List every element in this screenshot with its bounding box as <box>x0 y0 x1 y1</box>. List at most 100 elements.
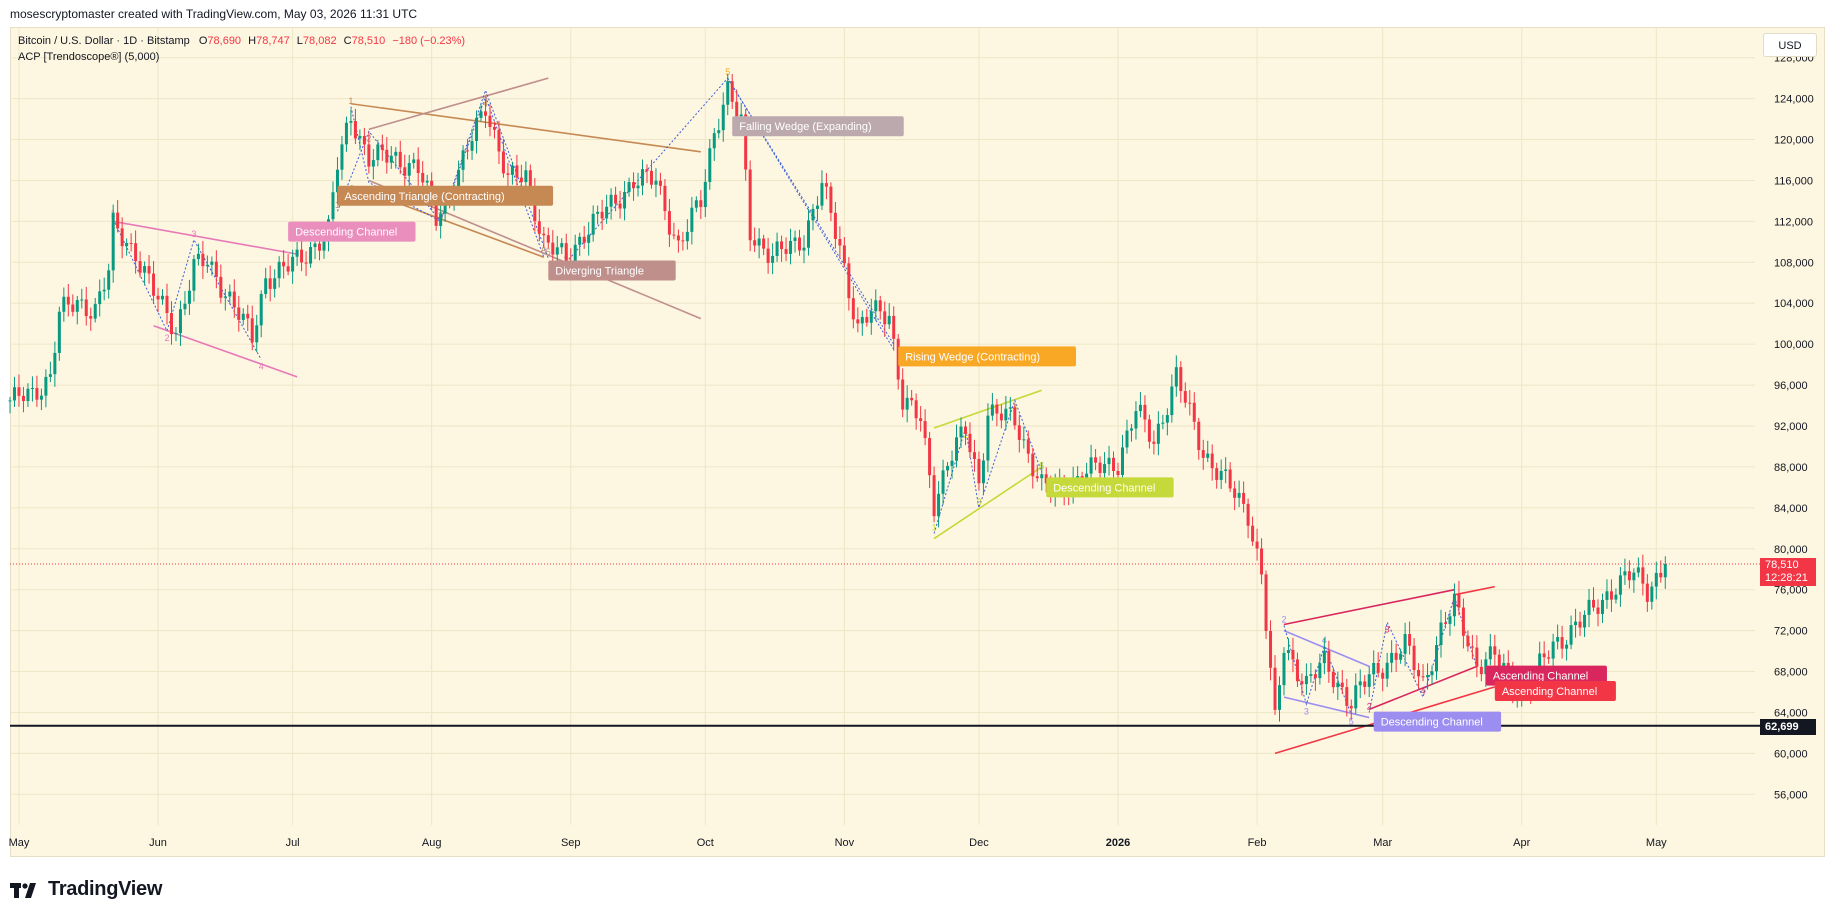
brand-name: TradingView <box>48 878 163 900</box>
indicator-legend[interactable]: ACP [Trendoscope®] (5,000) <box>18 51 160 63</box>
candle-body <box>654 180 658 185</box>
candle-body <box>1327 650 1331 672</box>
symbol-legend: Bitcoin / U.S. Dollar · 1D · Bitstamp O 7… <box>18 33 465 65</box>
candle-body <box>1403 634 1407 654</box>
y-tick-label: 88,000 <box>1774 462 1808 474</box>
x-tick-label: Apr <box>1513 837 1530 849</box>
candle-body <box>1583 614 1587 628</box>
candle-body <box>815 205 819 209</box>
pattern-label-text: Diverging Triangle <box>555 265 644 277</box>
candle-body <box>1313 674 1317 679</box>
candle-body <box>560 243 564 248</box>
candle-body <box>53 352 57 375</box>
x-tick-label: Jul <box>286 837 300 849</box>
y-tick-label: 64,000 <box>1774 707 1808 719</box>
open-label: O <box>198 35 208 47</box>
pattern-trendline <box>1283 629 1370 668</box>
candle-body <box>492 126 496 130</box>
candle-body <box>1179 367 1183 392</box>
candle-body <box>120 228 124 247</box>
grid-lines <box>10 27 1755 825</box>
pattern-label-box <box>1485 665 1607 686</box>
candle-body <box>1125 430 1129 448</box>
pattern-trendline <box>153 324 298 378</box>
pattern-label-text: Descending Channel <box>295 227 397 239</box>
x-tick-label: Jun <box>149 837 167 849</box>
candle-body <box>66 296 70 305</box>
candle-body <box>277 261 281 279</box>
candle-body <box>1421 676 1425 678</box>
candle-body <box>349 121 353 123</box>
candle-body <box>425 180 429 183</box>
candle-body <box>318 243 322 251</box>
candle-body <box>129 243 133 245</box>
candle-body <box>690 207 694 232</box>
candle-body <box>1394 652 1398 660</box>
candle-body <box>62 296 66 312</box>
candle-body <box>1349 705 1353 709</box>
candle-body <box>39 395 43 400</box>
high-value: 78,747 <box>256 35 290 47</box>
current-price-badge: 78,510 12:28:21 <box>1760 558 1816 586</box>
candle-body <box>1219 470 1223 480</box>
x-tick-label: Mar <box>1373 837 1392 849</box>
candle-body <box>972 452 976 459</box>
pivot-label: 5 <box>1349 717 1354 727</box>
candle-body <box>869 311 873 323</box>
price-axis: 128,000124,000120,000116,000112,000108,0… <box>1774 53 1814 802</box>
candle-body <box>910 397 914 401</box>
candle-body <box>981 460 985 484</box>
candle-body <box>685 231 689 242</box>
candle-body <box>623 192 627 209</box>
candle-body <box>1264 574 1268 632</box>
candle-body <box>1210 453 1214 469</box>
candle-body <box>1260 548 1264 575</box>
candle-body <box>1641 567 1645 584</box>
symbol-title[interactable]: Bitcoin / U.S. Dollar · 1D · Bitstamp <box>18 35 190 47</box>
candle-body <box>1013 407 1017 426</box>
candle-body <box>990 404 994 416</box>
bar-countdown: 12:28:21 <box>1765 572 1808 584</box>
candle-body <box>1004 408 1008 421</box>
candle-body <box>663 185 667 212</box>
pattern-label-text: Descending Channel <box>1053 482 1155 494</box>
candle-body <box>941 470 945 494</box>
y-tick-label: 100,000 <box>1774 339 1814 351</box>
candle-body <box>627 182 631 193</box>
candle-body <box>385 149 389 163</box>
pattern-label-text: Descending Channel <box>1381 717 1483 729</box>
candle-body <box>1587 599 1591 615</box>
candle-body <box>210 261 214 265</box>
candle-body <box>12 387 16 401</box>
chart-pane[interactable] <box>10 27 1825 857</box>
candle-body <box>1201 450 1205 458</box>
candle-body <box>1188 402 1192 404</box>
candle-body <box>214 261 218 277</box>
candle-body <box>789 240 793 254</box>
candle-body <box>1255 541 1259 549</box>
candle-body <box>187 290 191 304</box>
candle-body <box>712 133 716 149</box>
candle-body <box>645 169 649 171</box>
candle-body <box>282 261 286 267</box>
candle-body <box>17 387 21 396</box>
candle-body <box>219 276 223 298</box>
candle-body <box>205 264 209 267</box>
candle-body <box>1143 404 1147 420</box>
candle-body <box>1569 625 1573 645</box>
candle-body <box>1304 675 1308 685</box>
pattern-trendline <box>368 77 549 131</box>
pivot-label: 1 <box>932 522 937 532</box>
candle-body <box>461 150 465 170</box>
tradingview-logo[interactable]: TradingView <box>10 878 162 901</box>
y-tick-label: 72,000 <box>1774 626 1808 638</box>
candle-body <box>484 111 488 116</box>
currency-selector[interactable]: USD <box>1763 33 1817 57</box>
candle-body <box>322 238 326 251</box>
candle-body <box>833 212 837 240</box>
candle-body <box>421 172 425 183</box>
candle-body <box>111 212 115 271</box>
candle-body <box>309 247 313 264</box>
candle-body <box>905 397 909 410</box>
